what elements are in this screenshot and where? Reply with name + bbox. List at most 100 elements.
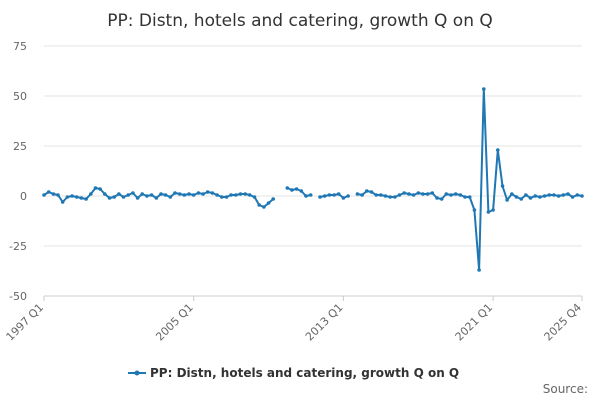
data-point: [117, 192, 121, 196]
data-point: [425, 192, 430, 196]
data-point: [505, 198, 509, 202]
data-point: [566, 192, 570, 196]
data-point: [74, 195, 79, 199]
data-point: [46, 190, 51, 194]
data-point: [383, 194, 388, 198]
data-point: [60, 200, 65, 204]
data-point: [421, 192, 425, 196]
data-point: [570, 195, 575, 199]
y-tick-label: 50: [13, 90, 27, 103]
data-point: [42, 193, 46, 197]
data-point: [332, 193, 336, 197]
data-point: [140, 192, 144, 196]
y-tick-label: -25: [9, 240, 27, 253]
data-point: [379, 193, 383, 197]
y-tick-label: 0: [20, 190, 27, 203]
data-point: [89, 192, 93, 196]
data-point: [355, 192, 360, 196]
data-point: [187, 192, 191, 196]
data-point: [397, 193, 402, 197]
data-point: [107, 196, 112, 200]
data-point: [528, 196, 533, 200]
x-tick-label: 2013 Q1: [303, 301, 346, 344]
data-point: [177, 192, 182, 196]
data-point: [407, 192, 411, 196]
y-axis-ticks: 75 50 25 0 -25 -50: [9, 40, 27, 303]
data-point: [294, 187, 299, 191]
data-point: [519, 197, 523, 201]
data-point: [402, 191, 407, 195]
data-point: [112, 195, 116, 199]
y-tick-label: 25: [13, 140, 27, 153]
series-points: [42, 87, 584, 272]
x-axis-ticks: 1997 Q1 2005 Q1 2013 Q1 2021 Q1 2025 Q4: [4, 296, 585, 344]
data-point: [56, 193, 60, 197]
data-point: [327, 193, 332, 197]
data-point: [173, 191, 177, 195]
data-point: [220, 195, 224, 199]
data-point: [210, 191, 215, 195]
data-point: [575, 193, 580, 197]
data-point: [248, 193, 252, 197]
data-point: [458, 193, 463, 197]
data-point: [510, 192, 514, 196]
data-point: [477, 268, 481, 272]
data-point: [336, 192, 341, 196]
data-point: [266, 201, 271, 205]
data-point: [299, 189, 304, 193]
y-tick-label: -50: [9, 290, 27, 303]
legend[interactable]: PP: Distn, hotels and catering, growth Q…: [128, 366, 459, 380]
chart-title: PP: Distn, hotels and catering, growth Q…: [107, 11, 493, 31]
data-point: [224, 195, 229, 199]
data-point: [145, 194, 149, 198]
data-point: [552, 193, 556, 197]
data-point: [229, 193, 233, 197]
data-point: [168, 195, 173, 199]
data-point: [98, 187, 102, 191]
data-point: [243, 192, 247, 196]
legend-swatch-marker: [134, 370, 140, 376]
data-point: [416, 191, 421, 195]
data-point: [374, 193, 379, 197]
data-point: [439, 197, 444, 201]
data-point: [341, 196, 346, 200]
data-point: [271, 197, 276, 201]
data-point: [369, 190, 374, 194]
series-path: [43, 88, 583, 271]
data-point: [556, 194, 561, 198]
data-point: [79, 196, 84, 200]
data-point: [285, 186, 290, 190]
series-line: [43, 88, 583, 271]
legend-label: PP: Distn, hotels and catering, growth Q…: [150, 366, 459, 380]
data-point: [65, 195, 70, 199]
data-point: [561, 193, 566, 197]
data-point: [346, 194, 350, 198]
data-point: [290, 188, 294, 192]
data-point: [360, 193, 364, 197]
data-point: [191, 193, 196, 197]
data-point: [453, 192, 458, 196]
data-point: [121, 195, 126, 199]
data-point: [163, 193, 168, 197]
data-point: [318, 195, 322, 199]
data-point: [103, 192, 107, 196]
x-tick-label: 2005 Q1: [153, 301, 196, 344]
gridlines: [44, 45, 582, 247]
data-point: [51, 192, 56, 196]
data-point: [542, 194, 547, 198]
x-tick-label: 2025 Q4: [542, 301, 585, 344]
data-point: [322, 194, 327, 198]
data-point: [84, 197, 88, 201]
data-point: [159, 192, 163, 196]
data-point: [538, 195, 542, 199]
data-point: [126, 193, 130, 197]
data-point: [154, 196, 159, 200]
source-label: Source:: [543, 382, 588, 396]
data-point: [411, 193, 416, 197]
data-point: [496, 148, 500, 152]
data-point: [388, 195, 393, 199]
data-point: [201, 192, 205, 196]
data-point: [149, 193, 154, 197]
data-point: [533, 194, 537, 198]
